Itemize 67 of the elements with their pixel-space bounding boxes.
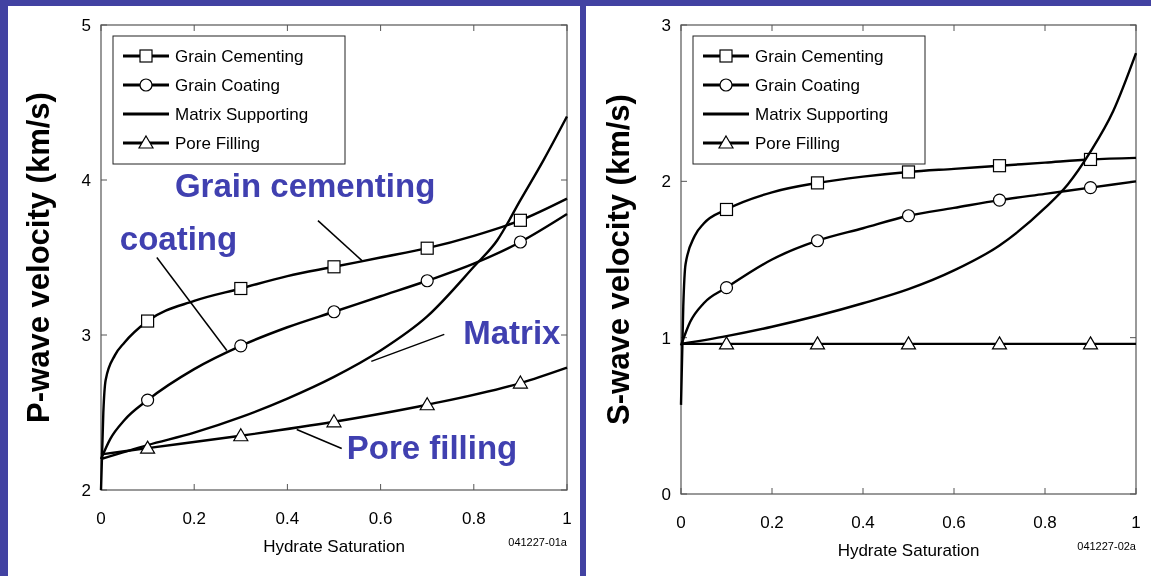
- y-tick-label: 0: [661, 485, 671, 504]
- x-tick-label: 1: [562, 509, 572, 528]
- point: [326, 414, 342, 428]
- point: [1083, 180, 1098, 195]
- legend-label: Grain Cementing: [755, 47, 884, 66]
- x-axis-title: Hydrate Saturation: [263, 537, 405, 556]
- x-tick-label: 0.8: [461, 509, 486, 528]
- y-tick-label: 5: [81, 16, 91, 35]
- legend-label: Matrix Supporting: [755, 105, 889, 124]
- y-axis-title: P-wave velocity (km/s): [21, 92, 56, 423]
- point: [901, 209, 916, 223]
- x-tick-label: 0.6: [368, 509, 393, 528]
- point: [992, 159, 1007, 173]
- y-tick-label: 3: [661, 16, 671, 35]
- legend-label: Grain Cementing: [175, 47, 304, 66]
- point: [991, 336, 1008, 350]
- annotation: Pore filling: [346, 428, 518, 466]
- x-axis-title: Hydrate Saturation: [837, 541, 980, 560]
- point: [327, 260, 341, 274]
- point: [513, 213, 527, 227]
- point: [233, 428, 249, 442]
- point: [420, 274, 434, 288]
- point: [718, 336, 735, 350]
- x-tick-label: 0.4: [851, 513, 875, 532]
- x-tick-label: 0.2: [760, 513, 784, 532]
- legend-label: Pore Filling: [175, 134, 261, 153]
- legend-label: Grain Coating: [755, 76, 860, 95]
- x-tick-label: 0: [96, 509, 106, 528]
- point: [719, 281, 734, 295]
- point: [719, 202, 734, 217]
- point: [140, 440, 156, 454]
- point: [141, 393, 155, 407]
- point: [901, 165, 916, 179]
- point: [809, 336, 826, 350]
- annotation: Matrix: [463, 314, 562, 352]
- point: [234, 281, 248, 296]
- point: [512, 375, 528, 389]
- y-tick-label: 2: [81, 481, 91, 500]
- legend-label: Pore Filling: [755, 134, 841, 153]
- point: [513, 235, 527, 249]
- x-tick-label: 0.8: [1033, 513, 1057, 532]
- point: [327, 305, 341, 319]
- x-tick-label: 1: [1131, 513, 1141, 532]
- point: [900, 336, 917, 350]
- point: [810, 176, 825, 190]
- text: 041227-02a: [1077, 540, 1137, 552]
- legend-label: Grain Coating: [175, 76, 280, 95]
- text: 041227-01a: [508, 536, 568, 548]
- x-tick-label: 0: [676, 513, 686, 532]
- point: [420, 241, 434, 255]
- legend-label: Matrix Supporting: [175, 105, 309, 124]
- x-tick-label: 0.2: [182, 509, 207, 528]
- x-tick-label: 0.6: [942, 513, 966, 532]
- y-axis-title: S-wave velocity (km/s): [601, 94, 636, 425]
- y-tick-label: 1: [661, 328, 671, 348]
- point: [141, 314, 155, 328]
- point: [810, 234, 825, 248]
- point: [1082, 336, 1099, 350]
- point: [419, 397, 435, 411]
- x-tick-label: 0.4: [275, 509, 300, 528]
- y-tick-label: 4: [81, 171, 91, 190]
- point: [992, 193, 1007, 207]
- point: [234, 339, 248, 353]
- annotation: Grain cementing: [174, 166, 436, 204]
- y-tick-label: 3: [81, 326, 91, 345]
- y-tick-label: 2: [661, 172, 671, 192]
- annotation: coating: [119, 219, 238, 257]
